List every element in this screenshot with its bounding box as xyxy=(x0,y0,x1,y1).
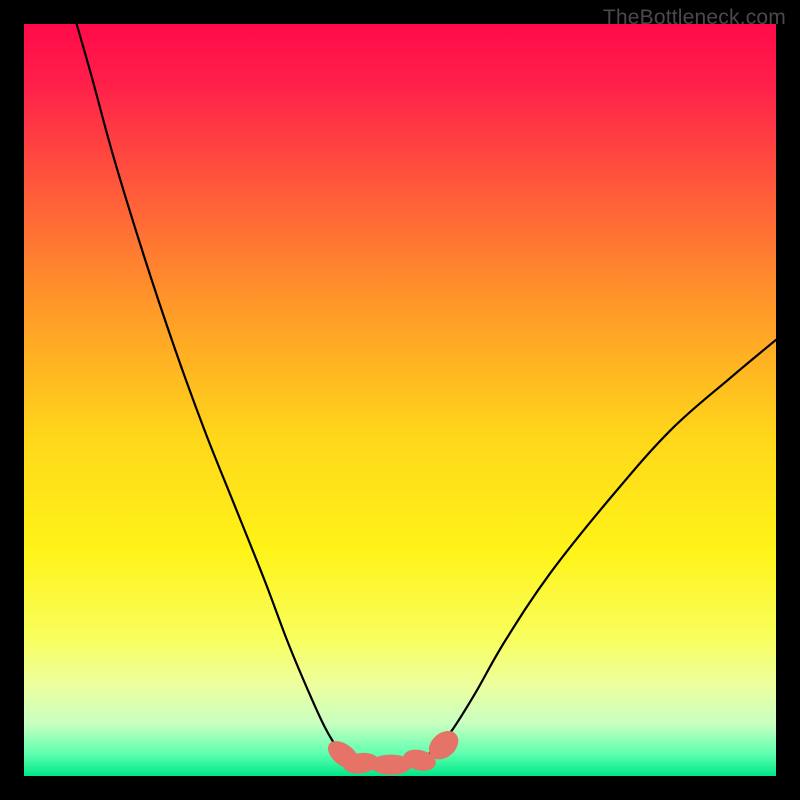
chart-svg xyxy=(24,24,776,776)
watermark-text: TheBottleneck.com xyxy=(603,6,786,30)
chart-area xyxy=(24,24,776,776)
bottleneck-curve xyxy=(77,24,776,764)
highlight-markers xyxy=(323,725,464,776)
